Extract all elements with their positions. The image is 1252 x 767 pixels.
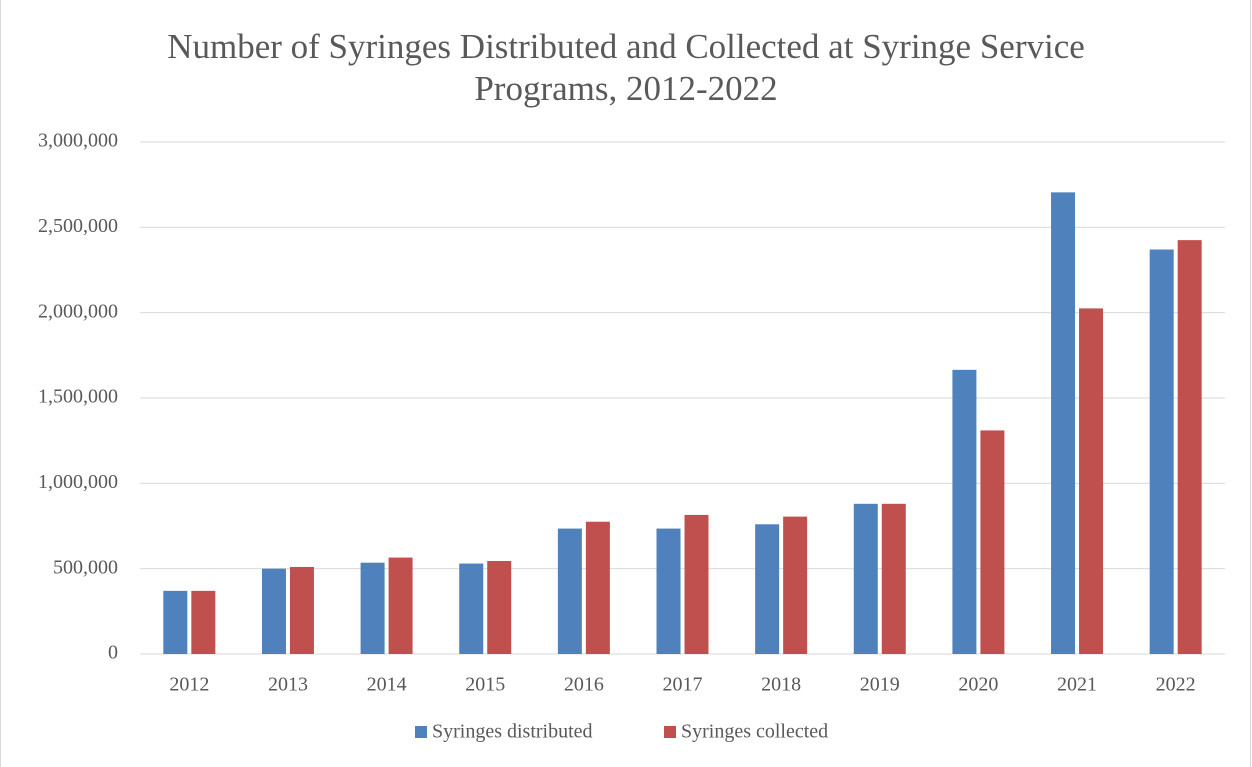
x-tick-label: 2018 bbox=[761, 674, 801, 696]
bar bbox=[459, 563, 484, 654]
legend-label: Syringes distributed bbox=[432, 721, 593, 743]
y-tick-label: 1,000,000 bbox=[38, 471, 118, 493]
y-tick-label: 3,000,000 bbox=[38, 130, 118, 152]
bar bbox=[163, 590, 188, 654]
x-tick-label: 2014 bbox=[367, 674, 407, 696]
legend-label: Syringes collected bbox=[681, 721, 828, 743]
bar bbox=[585, 521, 610, 654]
x-tick-label: 2017 bbox=[663, 674, 703, 696]
bar bbox=[684, 514, 709, 654]
x-tick-label: 2016 bbox=[564, 674, 604, 696]
bar bbox=[1149, 249, 1174, 654]
y-tick-label: 1,500,000 bbox=[38, 386, 118, 408]
bar bbox=[388, 557, 413, 654]
y-tick-label: 500,000 bbox=[53, 556, 118, 578]
x-tick-label: 2012 bbox=[169, 674, 209, 696]
bar bbox=[1079, 308, 1104, 654]
bar bbox=[755, 524, 780, 654]
bar bbox=[191, 590, 216, 654]
x-tick-label: 2015 bbox=[465, 674, 505, 696]
y-tick-label: 2,500,000 bbox=[38, 215, 118, 237]
bar bbox=[1177, 240, 1202, 654]
legend-swatch bbox=[415, 726, 427, 738]
y-tick-label: 0 bbox=[108, 642, 118, 664]
bar bbox=[487, 560, 512, 654]
legend-swatch bbox=[664, 726, 676, 738]
bar bbox=[980, 430, 1005, 654]
bar bbox=[853, 503, 878, 654]
bar bbox=[289, 566, 314, 654]
x-tick-label: 2022 bbox=[1156, 674, 1196, 696]
x-tick-label: 2020 bbox=[958, 674, 998, 696]
bar bbox=[557, 528, 582, 654]
bar bbox=[360, 562, 385, 654]
y-tick-label: 2,000,000 bbox=[38, 300, 118, 322]
bar bbox=[952, 369, 977, 654]
bar bbox=[261, 568, 286, 654]
x-tick-label: 2013 bbox=[268, 674, 308, 696]
chart-title: Number of Syringes Distributed and Colle… bbox=[167, 27, 1085, 108]
bar bbox=[783, 516, 808, 654]
bar bbox=[1051, 192, 1076, 654]
x-tick-label: 2021 bbox=[1057, 674, 1097, 696]
bar bbox=[656, 528, 681, 654]
bar bbox=[881, 503, 906, 654]
x-tick-label: 2019 bbox=[860, 674, 900, 696]
